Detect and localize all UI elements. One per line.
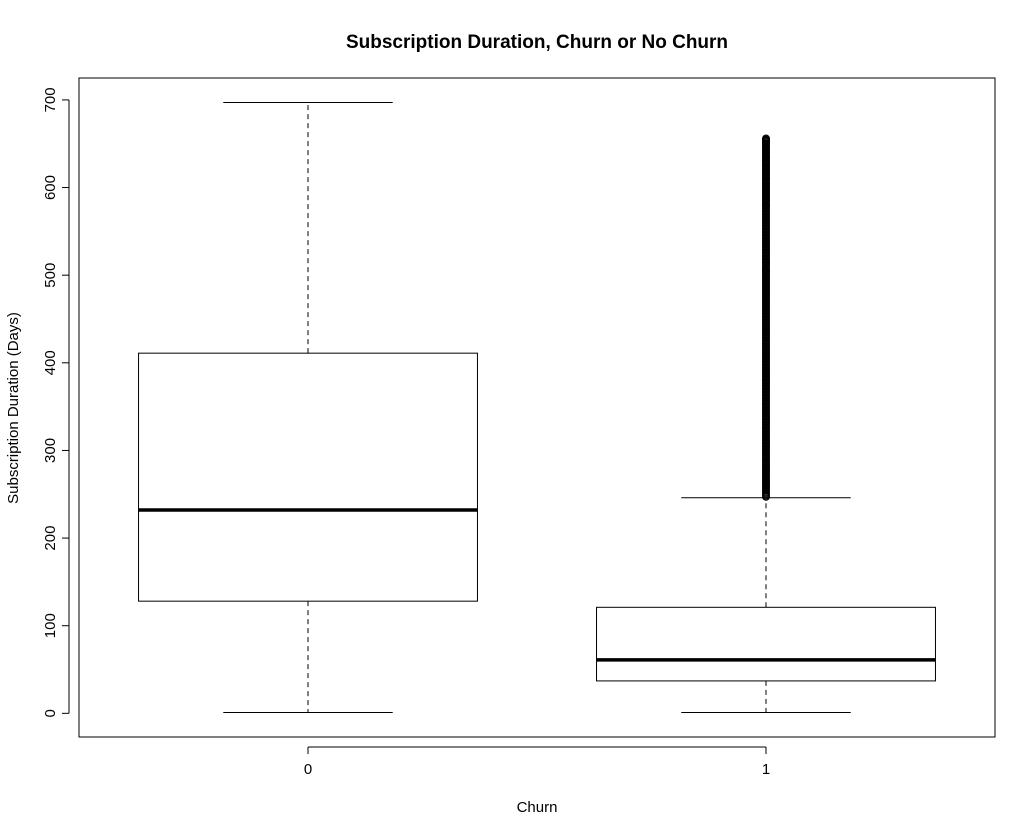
y-axis-label: Subscription Duration (Days) (5, 312, 22, 504)
y-tick-label: 500 (42, 263, 59, 288)
outlier-point (762, 166, 770, 174)
outlier-point (762, 183, 770, 192)
outlier-point (762, 161, 770, 170)
outlier-point (762, 152, 770, 161)
y-tick-label: 600 (42, 175, 59, 200)
box-group-0 (138, 102, 478, 713)
y-tick-label: 300 (42, 438, 59, 463)
iqr-box (596, 606, 936, 682)
outlier-point (762, 174, 770, 183)
chart-title: Subscription Duration, Churn or No Churn (346, 32, 728, 53)
y-tick-label: 0 (42, 709, 59, 717)
y-tick-label: 200 (42, 526, 59, 551)
plot-frame (78, 77, 996, 738)
outlier-point (762, 148, 770, 157)
iqr-box (138, 352, 478, 602)
x-tick-label: 0 (304, 761, 312, 778)
y-axis: 0 100 200 300 400 500 600 700 (42, 87, 70, 718)
outlier-point (762, 192, 770, 201)
outlier-point (762, 188, 770, 196)
y-tick-label: 100 (42, 613, 59, 638)
y-tick-label: 400 (42, 350, 59, 375)
outlier-point (762, 170, 770, 179)
outlier-point (762, 201, 770, 209)
outlier-point (762, 196, 770, 205)
outlier-point (762, 157, 770, 166)
boxes-layer (138, 102, 936, 713)
y-tick-label: 700 (42, 87, 59, 112)
outlier-point (762, 134, 770, 143)
box-group-1 (596, 134, 936, 713)
x-axis-label: Churn (517, 799, 558, 816)
outlier-point (762, 258, 770, 266)
outlier-point (762, 266, 770, 275)
outlier-point (762, 179, 770, 188)
outlier-point (762, 144, 770, 153)
x-tick-label: 1 (762, 761, 770, 778)
